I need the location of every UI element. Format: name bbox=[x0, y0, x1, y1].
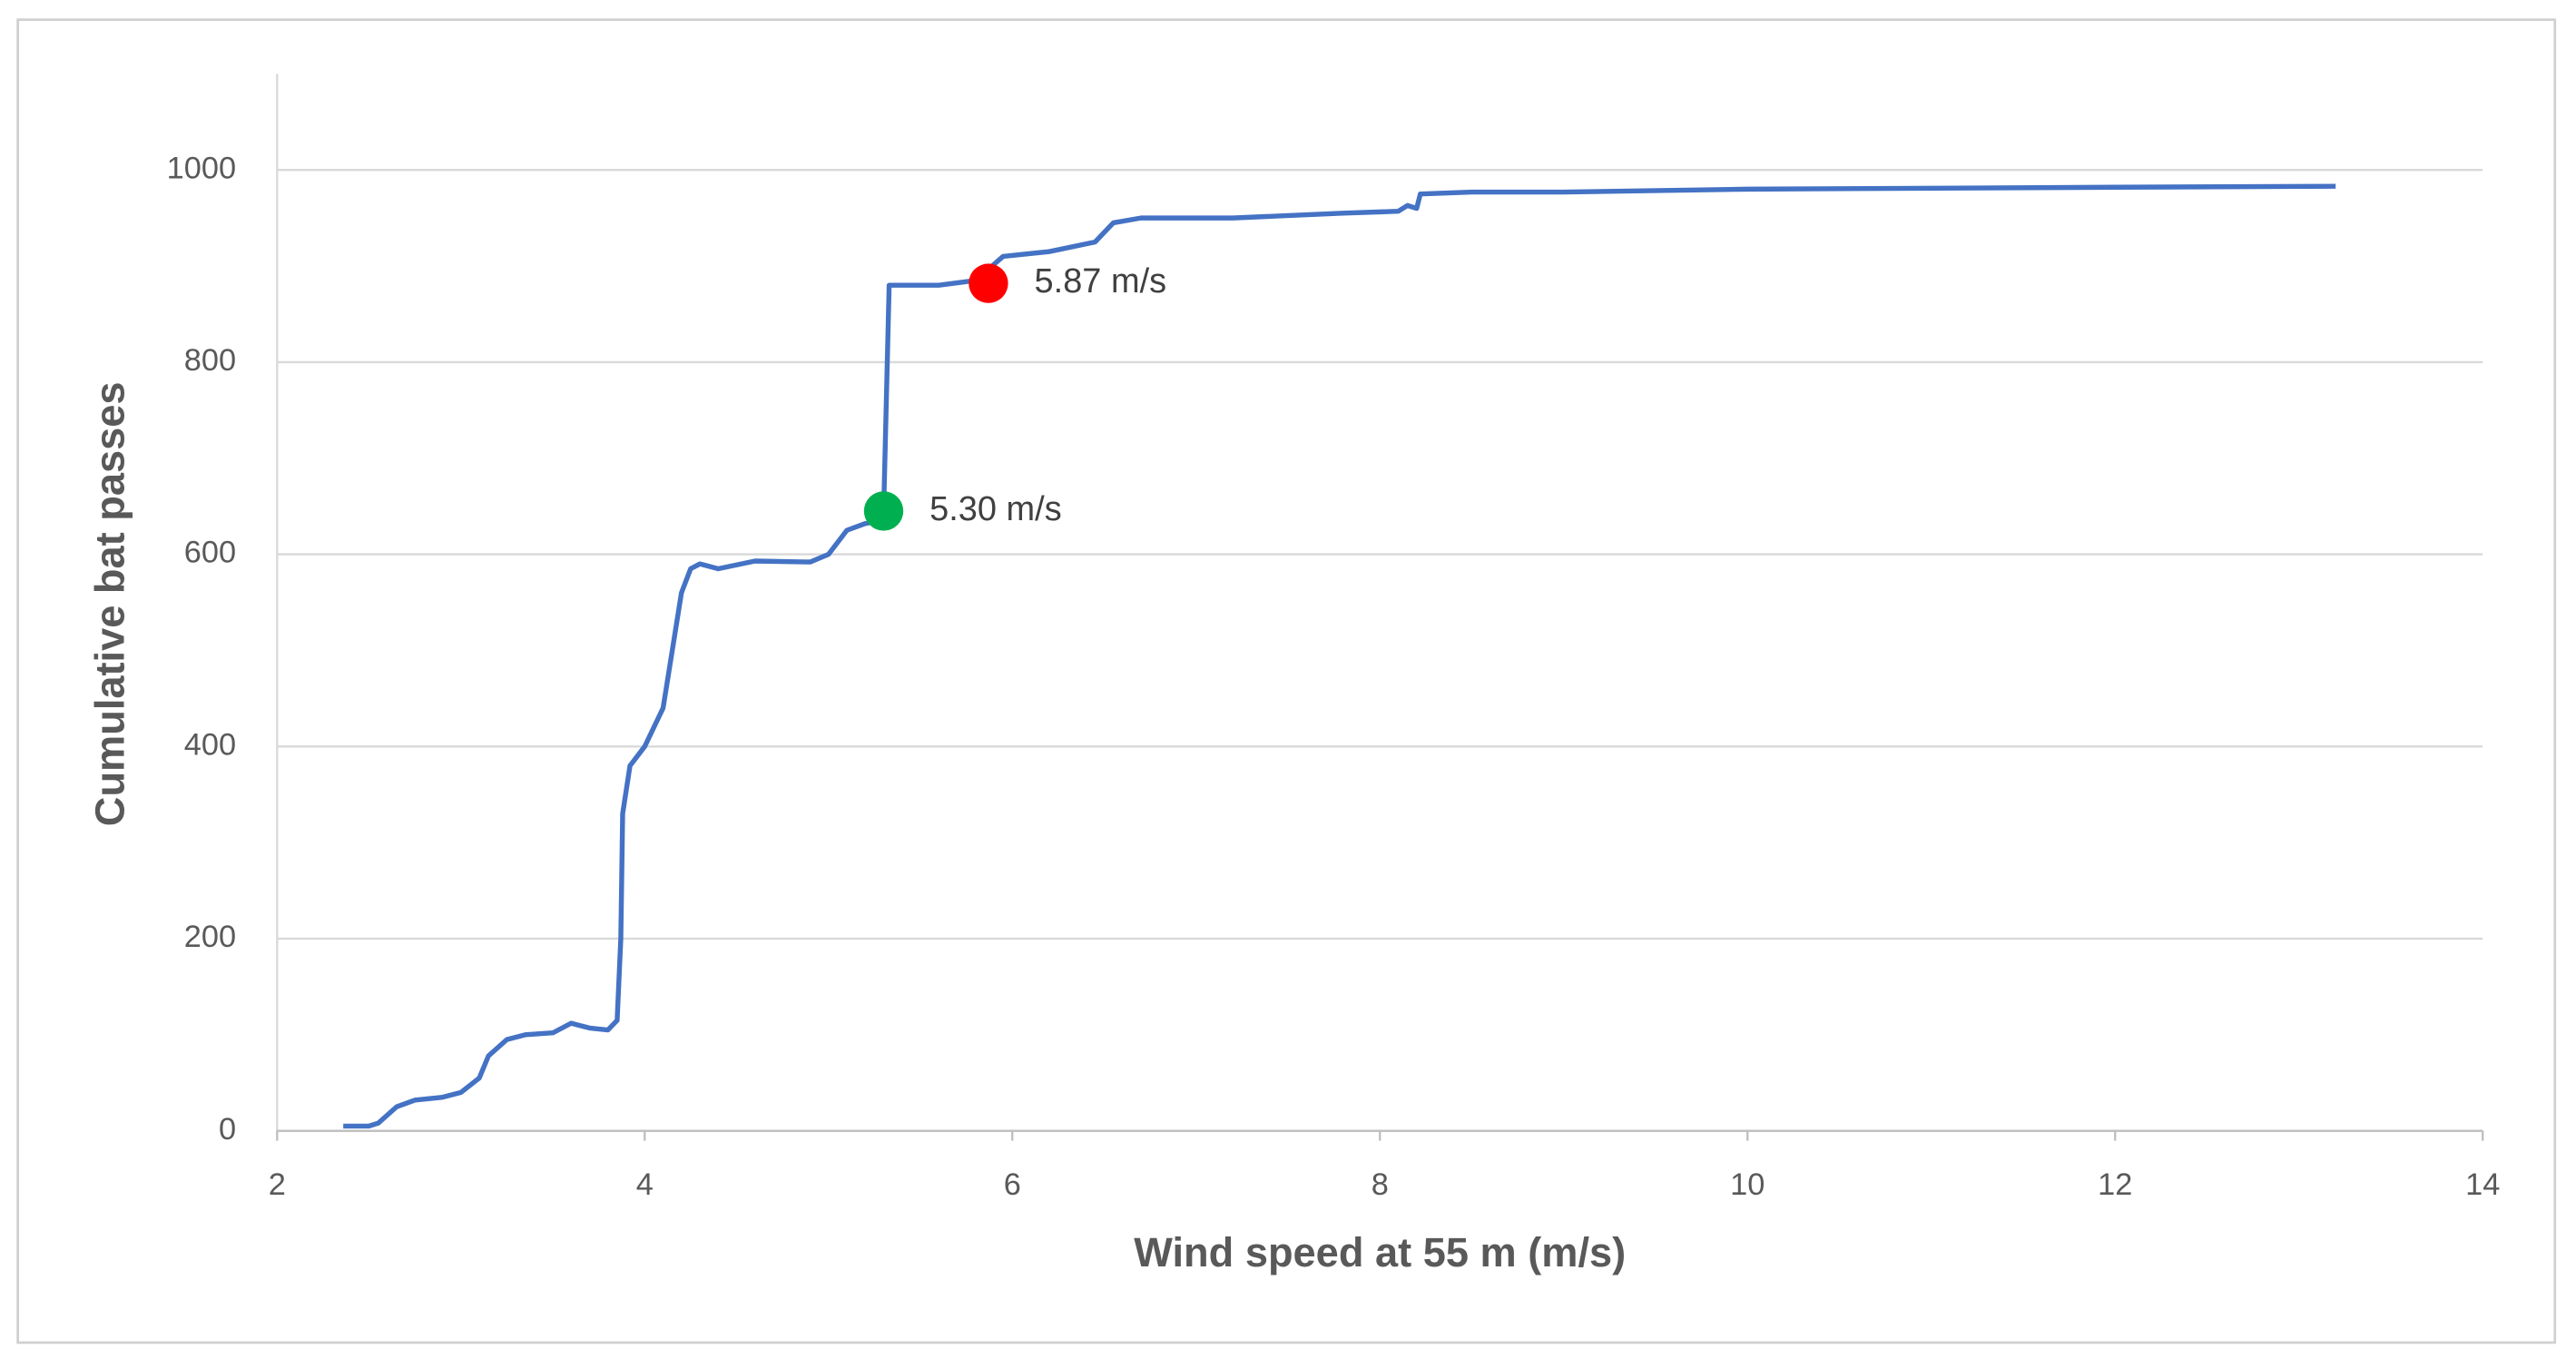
x-tick-label: 8 bbox=[1372, 1167, 1389, 1202]
x-tick-label: 6 bbox=[1004, 1167, 1021, 1202]
annotation-marker bbox=[863, 491, 904, 531]
y-tick-label: 1000 bbox=[167, 151, 236, 185]
annotation-marker bbox=[968, 263, 1008, 303]
x-tick-label: 4 bbox=[636, 1167, 654, 1202]
y-axis-label: Cumulative bat passes bbox=[86, 381, 133, 826]
x-axis-label: Wind speed at 55 m (m/s) bbox=[1134, 1229, 1626, 1275]
x-tick-label: 10 bbox=[1730, 1167, 1765, 1202]
y-tick-label: 0 bbox=[219, 1112, 236, 1147]
y-tick-label: 400 bbox=[184, 727, 236, 762]
chart-frame bbox=[16, 18, 2557, 1344]
data-line bbox=[343, 183, 2336, 1129]
annotation-label: 5.30 m/s bbox=[929, 490, 1062, 528]
x-tick-label: 2 bbox=[269, 1167, 286, 1202]
y-tick-label: 800 bbox=[184, 343, 236, 378]
annotation-label: 5.87 m/s bbox=[1035, 262, 1167, 300]
x-tick-label: 14 bbox=[2465, 1167, 2500, 1202]
y-tick-label: 200 bbox=[184, 920, 236, 954]
x-tick-label: 12 bbox=[2098, 1167, 2132, 1202]
y-tick-label: 600 bbox=[184, 536, 236, 570]
